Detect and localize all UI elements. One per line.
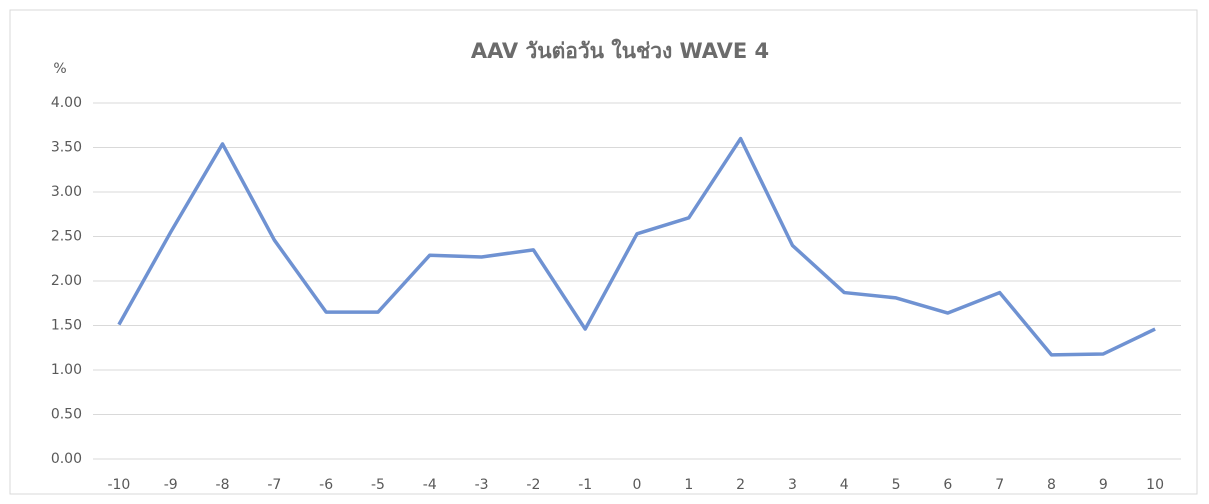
- x-tick-label: 3: [788, 477, 797, 493]
- x-tick-label: -4: [423, 477, 437, 493]
- x-tick-label: 1: [684, 477, 693, 493]
- y-tick-label: 0.50: [51, 407, 82, 423]
- chart-frame: [9, 9, 1198, 495]
- y-tick-label: 3.50: [51, 140, 82, 156]
- x-tick-label: -10: [107, 477, 130, 493]
- x-tick-label: 5: [892, 477, 901, 493]
- x-tick-label: -9: [164, 477, 178, 493]
- x-tick-label: 8: [1047, 477, 1056, 493]
- x-tick-label: -6: [319, 477, 333, 493]
- x-tick-label: 10: [1146, 477, 1164, 493]
- x-tick-label: 0: [633, 477, 642, 493]
- y-axis-label: %: [53, 61, 66, 77]
- x-tick-label: -2: [526, 477, 540, 493]
- y-tick-label: 2.00: [51, 273, 82, 289]
- x-tick-label: 4: [840, 477, 849, 493]
- chart-title: AAV วันต่อวัน ในช่วง WAVE 4: [471, 38, 769, 63]
- x-tick-label: 6: [943, 477, 952, 493]
- x-tick-label: -8: [216, 477, 230, 493]
- y-tick-label: 0.00: [51, 451, 82, 467]
- y-tick-label: 1.50: [51, 318, 82, 334]
- x-tick-label: -5: [371, 477, 385, 493]
- x-tick-label: 9: [1099, 477, 1108, 493]
- x-tick-label: -7: [267, 477, 281, 493]
- data-line: [117, 136, 1156, 357]
- y-tick-label: 3.00: [51, 184, 82, 200]
- x-tick-label: 2: [736, 477, 745, 493]
- y-tick-label: 1.00: [51, 362, 82, 378]
- x-tick-label: 7: [995, 477, 1004, 493]
- x-tick-label: -1: [578, 477, 592, 493]
- x-tick-label: -3: [475, 477, 489, 493]
- y-tick-label: 2.50: [51, 229, 82, 245]
- y-tick-label: 4.00: [51, 95, 82, 111]
